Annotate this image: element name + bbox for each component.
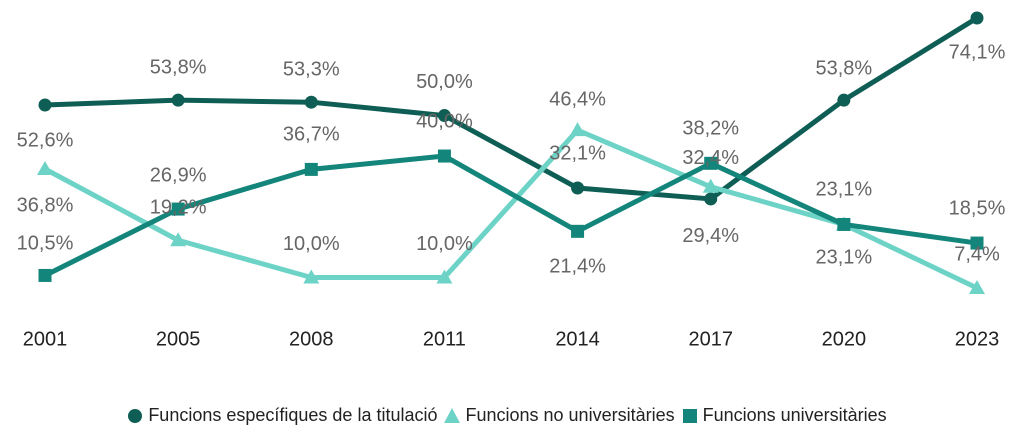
legend-item: Funcions universitàries: [681, 405, 887, 426]
data-label: 32,1%: [549, 142, 606, 164]
data-label: 74,1%: [949, 41, 1006, 63]
legend-marker: [444, 407, 461, 423]
legend-label: Funcions no universitàries: [465, 405, 675, 425]
marker: [837, 217, 851, 231]
data-label: 21,4%: [549, 256, 606, 278]
marker: [969, 280, 985, 294]
data-label: 53,8%: [150, 56, 207, 78]
series-line: [43, 127, 979, 291]
data-label: 10,0%: [416, 233, 473, 255]
data-label: 23,1%: [815, 179, 872, 201]
x-tick-label: 2008: [289, 328, 334, 350]
x-tick-label: 2020: [822, 328, 867, 350]
marker: [436, 269, 453, 284]
x-tick-label: 2011: [423, 328, 466, 350]
data-label: 36,7%: [283, 124, 340, 146]
x-tick-label: 2001: [23, 328, 68, 350]
data-label: 38,2%: [682, 118, 739, 140]
marker: [304, 95, 318, 109]
legend: Funcions específiques de la titulació Fun…: [0, 405, 1013, 426]
marker: [704, 156, 718, 170]
legend-symbol: [128, 408, 143, 423]
data-label: 10,0%: [283, 233, 340, 255]
data-label: 19,2%: [150, 197, 207, 219]
data-label: 18,5%: [949, 197, 1006, 219]
x-tick-label: 2005: [156, 328, 201, 350]
data-label: 10,5%: [17, 233, 74, 255]
series-line: [44, 15, 979, 202]
data-label: 53,8%: [815, 57, 872, 79]
data-label: 29,4%: [682, 225, 739, 247]
marker: [571, 181, 585, 195]
data-label: 53,3%: [283, 58, 340, 80]
marker: [569, 122, 586, 137]
chart: 2001 2005 2008 2011 2014 2017 2020 2023 52,6% 53,…: [17, 11, 1006, 350]
data-label: 36,8%: [17, 194, 74, 216]
marker: [571, 224, 585, 238]
data-label: 7,4%: [954, 243, 1000, 265]
series-line: [43, 153, 978, 278]
x-tick-label: 2023: [955, 328, 1000, 350]
data-label: 40,0%: [416, 110, 473, 132]
data-label: 32,4%: [682, 147, 739, 169]
legend-item: Funcions específiques de la titulació: [126, 405, 437, 426]
legend-label: Funcions universitàries: [702, 405, 887, 425]
x-tick-label: 2017: [688, 328, 733, 350]
marker: [171, 93, 185, 107]
marker: [303, 269, 320, 284]
legend-item: Funcions no universitàries: [443, 405, 675, 426]
legend-marker: [682, 408, 697, 423]
marker: [38, 98, 52, 112]
data-label: 52,6%: [17, 129, 74, 151]
marker: [304, 162, 318, 176]
legend-symbol: [682, 408, 697, 423]
data-label: 46,4%: [549, 88, 606, 110]
marker: [171, 202, 185, 216]
marker: [970, 11, 984, 25]
marker: [38, 268, 52, 282]
marker: [704, 192, 718, 206]
x-tick-label: 2014: [555, 328, 600, 350]
marker: [37, 160, 53, 175]
legend-marker: [128, 408, 143, 423]
legend-label: Funcions específiques de la titulació: [148, 405, 438, 425]
marker: [837, 93, 851, 107]
data-label: 50,0%: [416, 71, 473, 93]
legend-symbol: [444, 407, 461, 423]
marker: [170, 232, 187, 247]
data-label: 26,9%: [150, 164, 207, 186]
marker: [437, 149, 451, 163]
marker: [970, 236, 984, 250]
data-label: 23,1%: [815, 247, 872, 269]
marker: [702, 178, 719, 193]
marker: [437, 109, 451, 123]
